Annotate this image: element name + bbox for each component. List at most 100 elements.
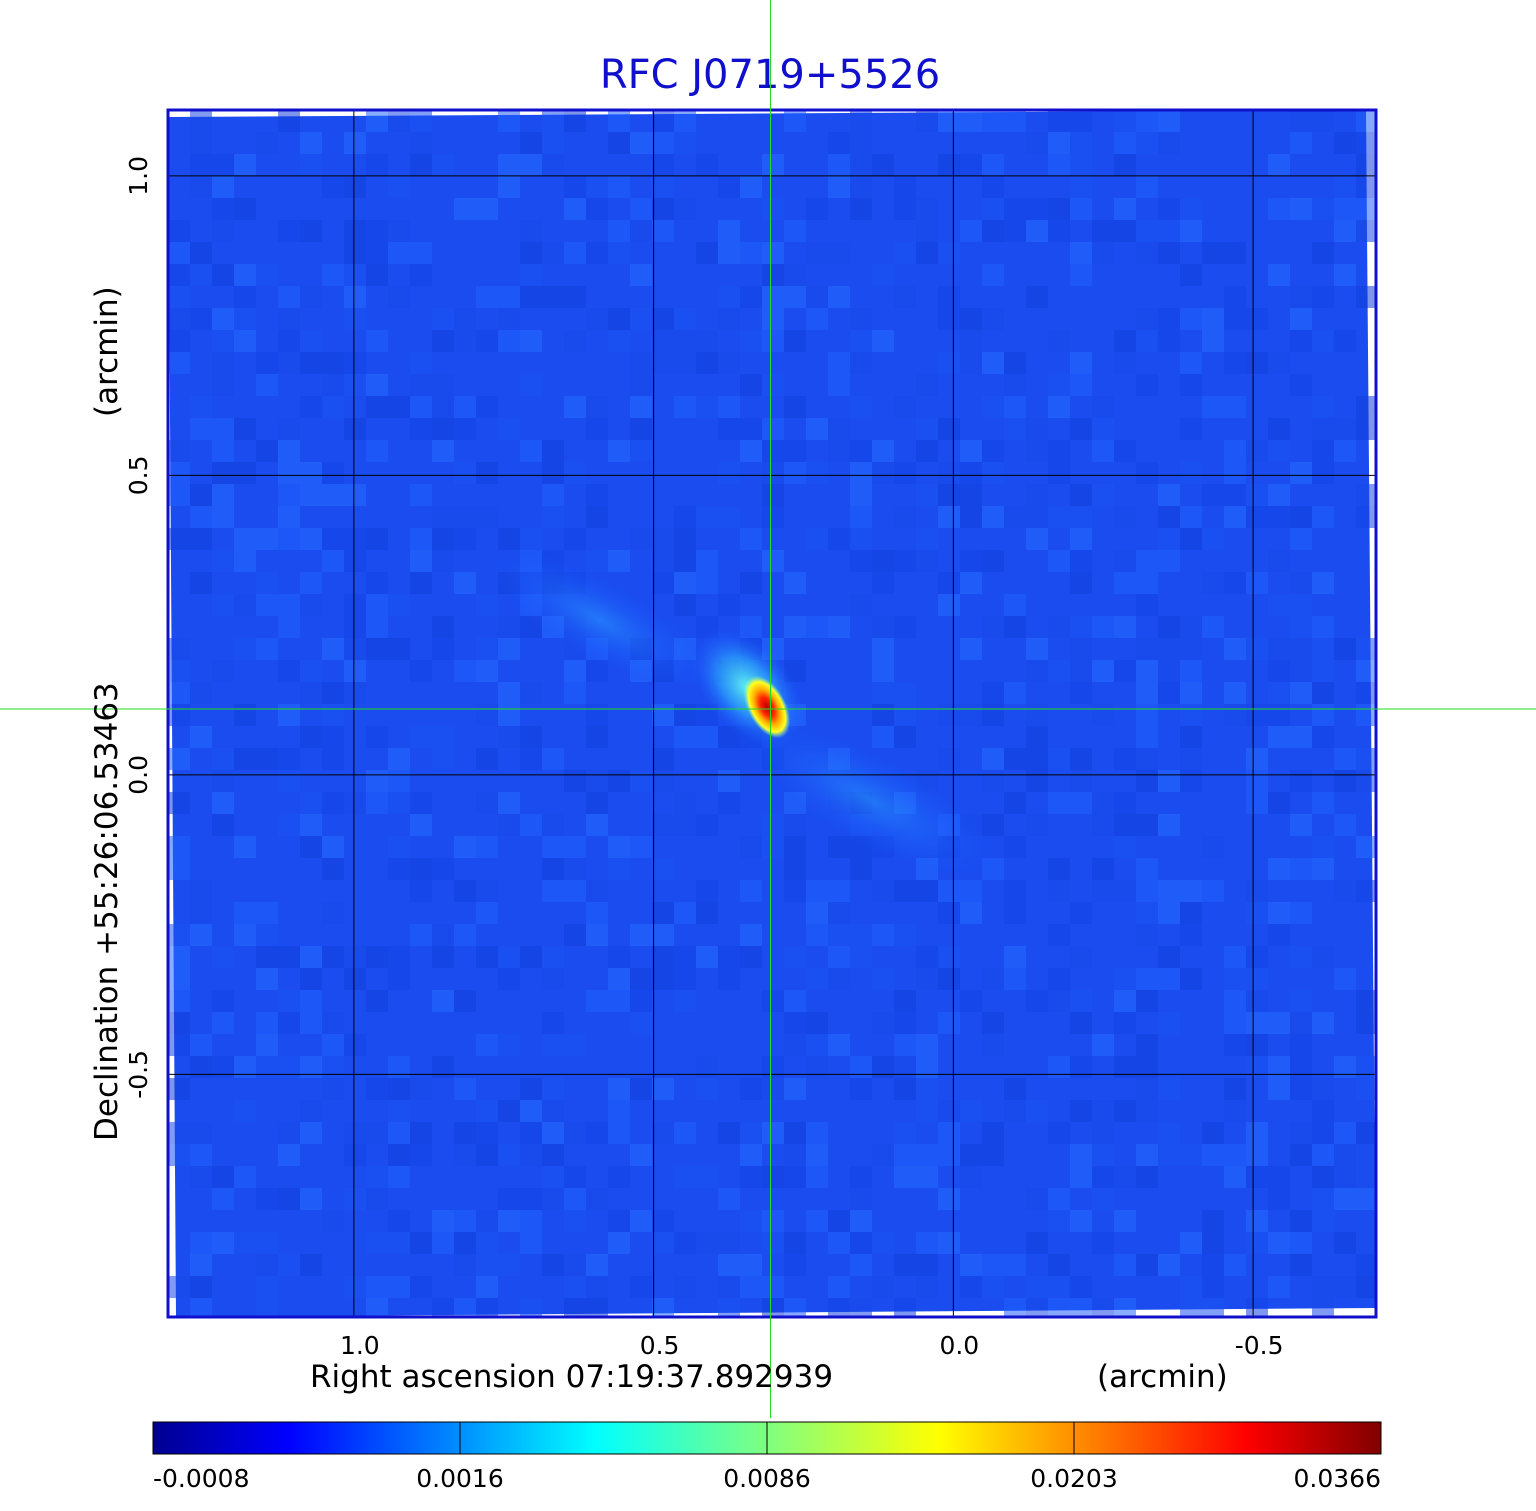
- noise-cell: [740, 1122, 762, 1144]
- noise-cell: [740, 1166, 762, 1188]
- noise-cell: [630, 924, 652, 946]
- noise-cell: [168, 968, 190, 990]
- noise-cell: [1334, 770, 1356, 792]
- noise-cell: [696, 880, 718, 902]
- noise-cell: [1136, 1254, 1158, 1276]
- noise-cell: [960, 308, 982, 330]
- noise-cell: [520, 1210, 542, 1232]
- noise-cell: [1004, 418, 1026, 440]
- noise-cell: [652, 198, 674, 220]
- noise-cell: [718, 1122, 740, 1144]
- noise-cell: [806, 1166, 828, 1188]
- noise-cell: [586, 1122, 608, 1144]
- noise-cell: [234, 264, 256, 286]
- noise-cell: [234, 836, 256, 858]
- noise-cell: [1136, 968, 1158, 990]
- noise-cell: [1268, 594, 1290, 616]
- noise-cell: [476, 792, 498, 814]
- noise-cell: [1092, 484, 1114, 506]
- noise-cell: [1268, 440, 1290, 462]
- noise-cell: [454, 308, 476, 330]
- noise-cell: [982, 264, 1004, 286]
- noise-cell: [1268, 264, 1290, 286]
- noise-cell: [828, 1210, 850, 1232]
- noise-cell: [894, 1012, 916, 1034]
- y-tick-label: -0.5: [124, 1050, 153, 1099]
- noise-cell: [1114, 660, 1136, 682]
- noise-cell: [410, 1232, 432, 1254]
- noise-cell: [1246, 1166, 1268, 1188]
- noise-cell: [476, 1232, 498, 1254]
- noise-cell: [1004, 198, 1026, 220]
- noise-cell: [850, 330, 872, 352]
- noise-cell: [542, 836, 564, 858]
- noise-cell: [344, 1034, 366, 1056]
- noise-cell: [432, 440, 454, 462]
- noise-cell: [256, 902, 278, 924]
- noise-cell: [608, 990, 630, 1012]
- noise-cell: [1114, 352, 1136, 374]
- noise-cell: [1312, 1166, 1334, 1188]
- noise-cell: [784, 110, 806, 132]
- noise-cell: [1070, 264, 1092, 286]
- noise-cell: [564, 1276, 586, 1298]
- noise-cell: [1026, 704, 1048, 726]
- noise-cell: [476, 1122, 498, 1144]
- noise-cell: [564, 1188, 586, 1210]
- noise-cell: [696, 902, 718, 924]
- noise-cell: [476, 1100, 498, 1122]
- noise-cell: [1048, 792, 1070, 814]
- noise-cell: [168, 748, 190, 770]
- noise-cell: [388, 1100, 410, 1122]
- noise-cell: [366, 1188, 388, 1210]
- noise-cell: [388, 748, 410, 770]
- noise-cell: [1312, 792, 1334, 814]
- noise-cell: [1136, 704, 1158, 726]
- noise-cell: [608, 330, 630, 352]
- noise-cell: [256, 1188, 278, 1210]
- noise-cell: [916, 440, 938, 462]
- noise-cell: [1268, 1166, 1290, 1188]
- noise-cell: [1070, 484, 1092, 506]
- noise-cell: [1092, 1144, 1114, 1166]
- noise-cell: [740, 924, 762, 946]
- noise-cell: [608, 968, 630, 990]
- noise-cell: [718, 220, 740, 242]
- noise-cell: [718, 968, 740, 990]
- noise-cell: [1136, 220, 1158, 242]
- noise-cell: [542, 1144, 564, 1166]
- noise-cell: [168, 1012, 190, 1034]
- noise-cell: [410, 374, 432, 396]
- noise-cell: [520, 748, 542, 770]
- noise-cell: [1268, 484, 1290, 506]
- noise-cell: [630, 308, 652, 330]
- noise-cell: [894, 242, 916, 264]
- noise-cell: [1070, 902, 1092, 924]
- noise-cell: [344, 308, 366, 330]
- noise-cell: [300, 330, 322, 352]
- noise-cell: [256, 352, 278, 374]
- noise-cell: [674, 572, 696, 594]
- noise-cell: [1224, 396, 1246, 418]
- noise-cell: [1136, 1056, 1158, 1078]
- noise-cell: [1312, 858, 1334, 880]
- noise-cell: [630, 396, 652, 418]
- noise-cell: [784, 616, 806, 638]
- noise-cell: [168, 220, 190, 242]
- noise-cell: [212, 1166, 234, 1188]
- noise-cell: [168, 946, 190, 968]
- noise-cell: [1334, 1188, 1356, 1210]
- noise-cell: [1290, 638, 1312, 660]
- noise-cell: [1202, 396, 1224, 418]
- noise-cell: [278, 946, 300, 968]
- noise-cell: [190, 528, 212, 550]
- noise-cell: [674, 132, 696, 154]
- noise-cell: [608, 242, 630, 264]
- noise-cell: [476, 748, 498, 770]
- noise-cell: [454, 990, 476, 1012]
- noise-cell: [410, 132, 432, 154]
- noise-cell: [674, 594, 696, 616]
- noise-cell: [696, 154, 718, 176]
- noise-cell: [278, 308, 300, 330]
- noise-cell: [388, 1056, 410, 1078]
